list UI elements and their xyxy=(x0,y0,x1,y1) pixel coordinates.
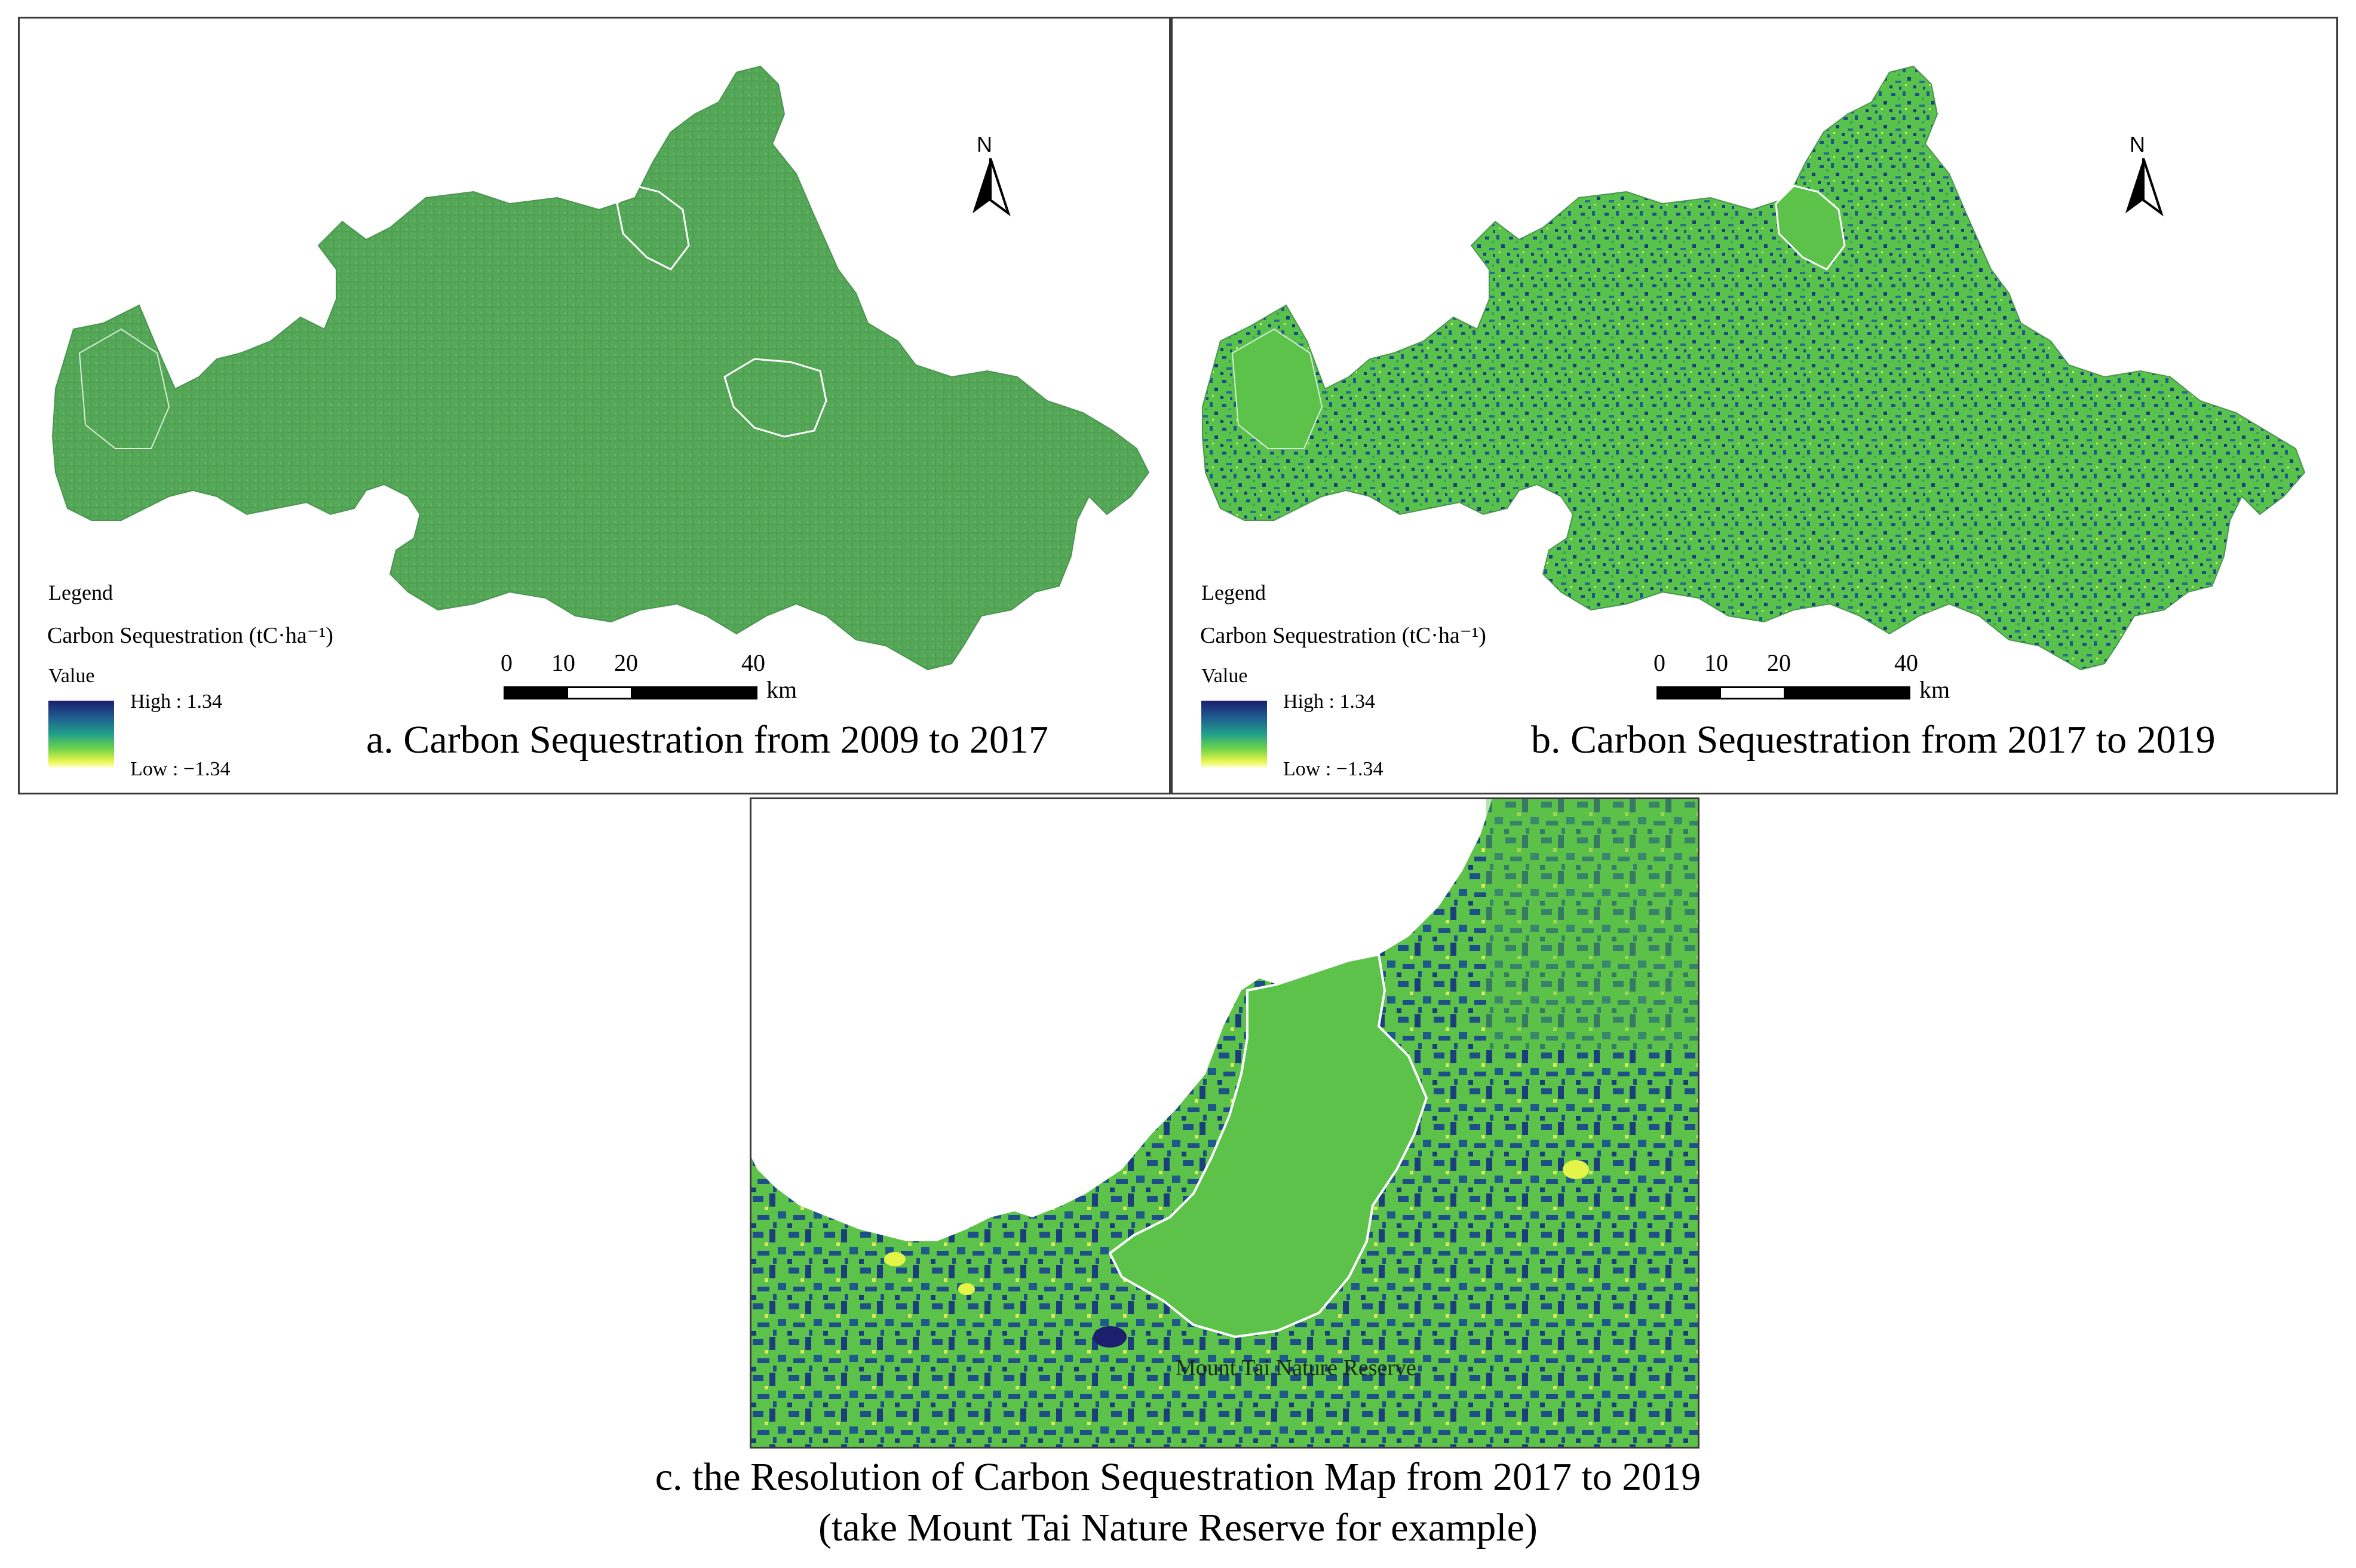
scale-unit: km xyxy=(766,676,797,703)
legend-color-ramp xyxy=(1201,701,1267,768)
legend-subtitle: Carbon Sequestration (tC·ha⁻¹) xyxy=(1200,623,1486,648)
panel-a-caption: a. Carbon Sequestration from 2009 to 201… xyxy=(366,718,1048,762)
reserve-area-c xyxy=(1108,953,1428,1339)
inner-outline-a xyxy=(78,328,170,449)
scale-tick-10: 10 xyxy=(551,649,575,676)
scale-tick-40: 40 xyxy=(741,649,765,676)
scale-unit: km xyxy=(1919,676,1950,703)
zoomed-map-c xyxy=(751,799,1698,1447)
scale-bar-graphic xyxy=(504,686,757,699)
yellow-patch-2 xyxy=(884,1252,906,1266)
reserve-label: Mount Tai Nature Reserve xyxy=(1176,1355,1416,1380)
inner-outline-b xyxy=(1231,328,1323,449)
yellow-patch-3 xyxy=(958,1283,975,1295)
north-label: N xyxy=(2130,132,2145,157)
figure-caption-line1: c. the Resolution of Carbon Sequestratio… xyxy=(655,1455,1701,1499)
legend-high-label: High : 1.34 xyxy=(1283,691,1375,713)
region-map-b xyxy=(1202,65,2306,671)
legend-low-label: Low : −1.34 xyxy=(130,758,231,780)
blank-outside-region xyxy=(751,799,1492,1241)
region-shape-a xyxy=(51,65,1150,671)
north-label: N xyxy=(977,132,992,157)
scale-tick-40: 40 xyxy=(1894,649,1918,676)
map-panel-b: Legend Carbon Sequestration (tC·ha⁻¹) Va… xyxy=(1171,17,2338,794)
green-patch-ne xyxy=(1486,799,1698,1050)
legend-value-label: Value xyxy=(1201,665,1248,687)
reserve-fill-b xyxy=(1775,185,1846,271)
region-shape-b xyxy=(1202,65,2306,671)
reserve-outline-a xyxy=(723,358,827,438)
north-arrow-icon xyxy=(2125,158,2164,217)
figure-caption-line2: (take Mount Tai Nature Reserve for examp… xyxy=(818,1506,1538,1549)
reserve-outline-a2 xyxy=(616,185,690,271)
legend-subtitle: Carbon Sequestration (tC·ha⁻¹) xyxy=(47,623,333,648)
scale-tick-10: 10 xyxy=(1704,649,1728,676)
north-arrow-icon xyxy=(973,158,1011,217)
legend-title: Legend xyxy=(48,581,113,605)
legend-value-label: Value xyxy=(48,665,95,687)
scale-tick-0: 0 xyxy=(1654,649,1665,676)
scale-bar-graphic xyxy=(1656,686,1910,699)
yellow-patch-1 xyxy=(1563,1160,1589,1179)
legend-low-label: Low : −1.34 xyxy=(1283,758,1383,780)
map-panel-c: Mount Tai Nature Reserve xyxy=(750,797,1699,1449)
region-map-a xyxy=(51,65,1150,671)
legend-high-label: High : 1.34 xyxy=(130,691,222,713)
dark-patch xyxy=(1093,1326,1127,1348)
legend-title: Legend xyxy=(1201,581,1266,605)
map-panel-a: Legend Carbon Sequestration (tC·ha⁻¹) Va… xyxy=(18,17,1171,794)
scale-tick-0: 0 xyxy=(501,649,513,676)
legend-color-ramp xyxy=(48,701,114,768)
scale-tick-20: 20 xyxy=(1767,649,1791,676)
scale-tick-20: 20 xyxy=(614,649,638,676)
panel-b-caption: b. Carbon Sequestration from 2017 to 201… xyxy=(1531,718,2216,762)
